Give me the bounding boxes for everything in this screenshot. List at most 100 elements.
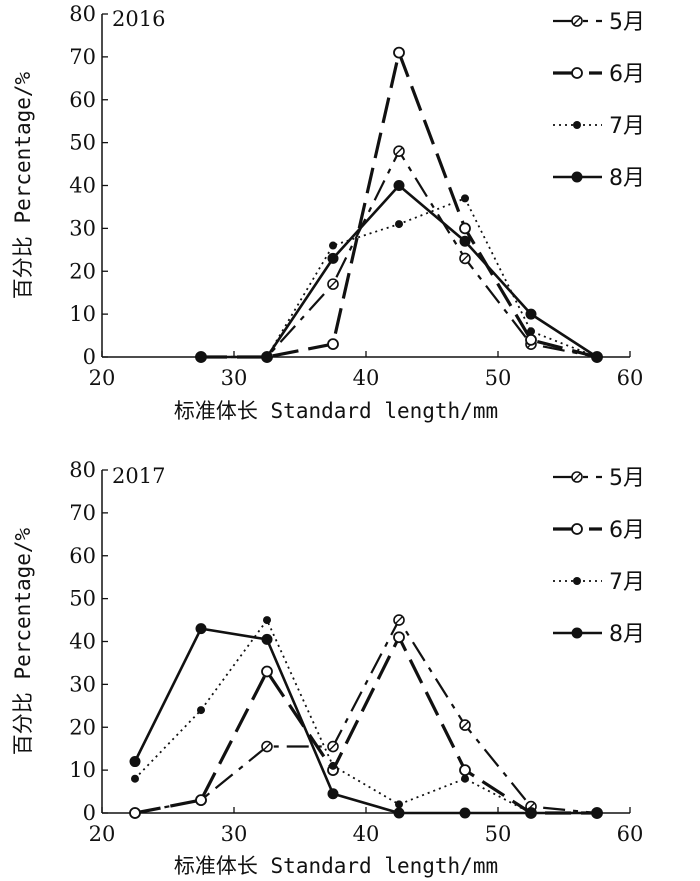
chart-2016-y-tick-label: 10 bbox=[69, 302, 96, 326]
chart-2017-y-tick-label: 20 bbox=[69, 715, 96, 739]
chart-2016-x-tick-label: 60 bbox=[617, 366, 644, 390]
chart-2016-series-4-point bbox=[261, 351, 273, 363]
chart-2016-legend-label-1: 5月 bbox=[609, 10, 645, 35]
chart-2016-legend-marker-2 bbox=[571, 67, 583, 79]
chart-2017-series-3-point bbox=[131, 774, 139, 783]
chart-2016-x-tick-label: 50 bbox=[485, 366, 512, 390]
chart-2016-series-4-point bbox=[459, 235, 471, 247]
chart-2016-y-tick-label: 80 bbox=[69, 2, 96, 26]
chart-2017-series-3-point bbox=[329, 761, 337, 770]
chart-2017-series-2-point bbox=[195, 794, 207, 807]
chart-2016-series-2-point bbox=[393, 46, 405, 59]
chart-2017-y-tick-label: 30 bbox=[69, 672, 96, 696]
chart-2017-y-tick-label: 80 bbox=[69, 458, 96, 482]
chart-2017-y-tick-label: 50 bbox=[69, 587, 96, 611]
chart-2017-series-4-point bbox=[327, 788, 339, 800]
chart-2016-series-4-point bbox=[591, 351, 603, 363]
chart-2017-x-tick-label: 50 bbox=[485, 822, 512, 846]
chart-2017-legend-marker-4 bbox=[571, 627, 583, 639]
chart-2016-series-2-line bbox=[201, 50, 598, 359]
chart-2017-legend-label-1: 5月 bbox=[609, 466, 645, 491]
chart-2016-x-tick-label: 40 bbox=[353, 366, 380, 390]
chart-2017-y-tick-label: 10 bbox=[69, 758, 96, 782]
chart-2017-series-3-point bbox=[395, 800, 403, 809]
chart-2016-series-1-point-hatch bbox=[395, 147, 403, 155]
chart-2016-series-3-point bbox=[527, 327, 535, 336]
chart-2016-x-tick-label: 30 bbox=[221, 366, 248, 390]
chart-2017-series-2-point bbox=[261, 665, 273, 678]
chart-2017-series-2 bbox=[129, 631, 603, 819]
chart-2017-x-tick-label: 40 bbox=[353, 822, 380, 846]
chart-2016-series-1-point-hatch bbox=[329, 280, 337, 288]
chart-2017-series-2-point bbox=[129, 807, 141, 819]
chart-2017-year-label: 2017 bbox=[112, 464, 165, 488]
chart-2016-series-4 bbox=[195, 180, 603, 363]
chart-2016-y-tick-label: 50 bbox=[69, 131, 96, 155]
chart-2017-series-1-line bbox=[134, 618, 598, 815]
chart-2016-series-3-point bbox=[395, 220, 403, 229]
chart-2017-y-axis-title: 百分比 Percentage/% bbox=[11, 527, 35, 755]
chart-2017-series-3-point bbox=[461, 774, 469, 783]
chart-2016-series-3-point bbox=[461, 194, 469, 203]
chart-2016-series-3-point bbox=[329, 241, 337, 250]
chart-2017-series-4 bbox=[129, 623, 603, 819]
chart-2016: 20 30 40 50 60 0 10 20 30 40 50 60 70 80 2016 标准体长 Stan… bbox=[11, 2, 645, 423]
chart-2017-series-4-point bbox=[129, 756, 141, 768]
chart-2016-series-2-point bbox=[459, 222, 471, 235]
chart-2017-series-2-point bbox=[459, 764, 471, 777]
chart-2016-year-label: 2016 bbox=[112, 7, 165, 31]
chart-2017-series-3-line bbox=[134, 619, 597, 814]
chart-2017-series-4-point bbox=[459, 807, 471, 819]
chart-2017-series-1-point-hatch bbox=[461, 721, 469, 729]
chart-2016-legend-label-4: 8月 bbox=[609, 166, 645, 191]
chart-2017-series-4-point bbox=[261, 633, 273, 645]
chart-2016-x-axis-title: 标准体长 Standard length/mm bbox=[174, 399, 498, 423]
chart-2016-series-2-point bbox=[327, 338, 339, 351]
chart-2017: 20 30 40 50 60 0 10 20 30 40 50 60 70 80 2017 标准体长 Stan… bbox=[11, 458, 645, 878]
chart-2017-series-2-point bbox=[393, 631, 405, 644]
chart-2016-y-tick-label: 40 bbox=[69, 174, 96, 198]
chart-2016-y-tick-label: 70 bbox=[69, 45, 96, 69]
chart-2016-legend-label-2: 6月 bbox=[609, 62, 645, 87]
chart-2017-legend-label-2: 6月 bbox=[609, 518, 645, 543]
chart-2017-series-1-point-hatch bbox=[263, 742, 271, 751]
chart-2017-series-3 bbox=[131, 616, 601, 817]
chart-2017-series-4-point bbox=[393, 807, 405, 819]
chart-2017-x-tick-label: 60 bbox=[617, 822, 644, 846]
chart-2016-y-tick-label: 0 bbox=[83, 345, 96, 369]
chart-2017-legend-label-3: 7月 bbox=[609, 570, 645, 595]
chart-2016-legend-marker-4 bbox=[571, 171, 583, 183]
chart-2017-series-4-point bbox=[525, 807, 537, 819]
chart-2016-y-tick-label: 20 bbox=[69, 259, 96, 283]
chart-2017-series-1 bbox=[129, 614, 603, 819]
chart-2016-y-tick-label: 30 bbox=[69, 216, 96, 240]
chart-2017-legend-marker-3 bbox=[573, 577, 581, 585]
chart-2017-x-tick-label: 20 bbox=[89, 822, 116, 846]
chart-2017-series-1-point-hatch bbox=[395, 616, 403, 624]
chart-2016-series-4-point bbox=[525, 308, 537, 320]
chart-2017-y-tick-label: 40 bbox=[69, 630, 96, 654]
chart-2016-x-tick-label: 20 bbox=[89, 366, 116, 390]
chart-2016-series-4-point bbox=[195, 351, 207, 363]
chart-2017-x-axis-title: 标准体长 Standard length/mm bbox=[174, 854, 498, 878]
chart-2017-series-4-line bbox=[133, 627, 597, 815]
chart-2017-legend-label-4: 8月 bbox=[609, 622, 645, 647]
chart-2016-series-4-point bbox=[327, 252, 339, 264]
chart-2016-legend-marker-1-hatch bbox=[573, 17, 581, 25]
chart-2017-legend-marker-1-hatch bbox=[573, 473, 581, 481]
chart-2016-legend-label-3: 7月 bbox=[609, 114, 645, 139]
chart-2017-series-4-point bbox=[195, 623, 207, 635]
chart-2016-legend-marker-3 bbox=[573, 121, 581, 129]
chart-2016-series-2-point bbox=[525, 333, 537, 346]
chart-2017-legend: 5月 6月 7月 8月 bbox=[553, 466, 645, 647]
chart-2017-y-tick-label: 60 bbox=[69, 544, 96, 568]
chart-2016-series-1 bbox=[195, 145, 603, 363]
chart-2017-series-3-point bbox=[197, 706, 205, 715]
chart-2016-y-axis-title: 百分比 Percentage/% bbox=[11, 71, 35, 299]
chart-2017-series-3-point bbox=[263, 616, 271, 625]
chart-2017-series-1-point-hatch bbox=[329, 742, 337, 751]
chart-2017-y-tick-label: 70 bbox=[69, 501, 96, 525]
chart-2016-series-4-point bbox=[393, 180, 405, 191]
chart-2016-series-2 bbox=[195, 46, 603, 363]
